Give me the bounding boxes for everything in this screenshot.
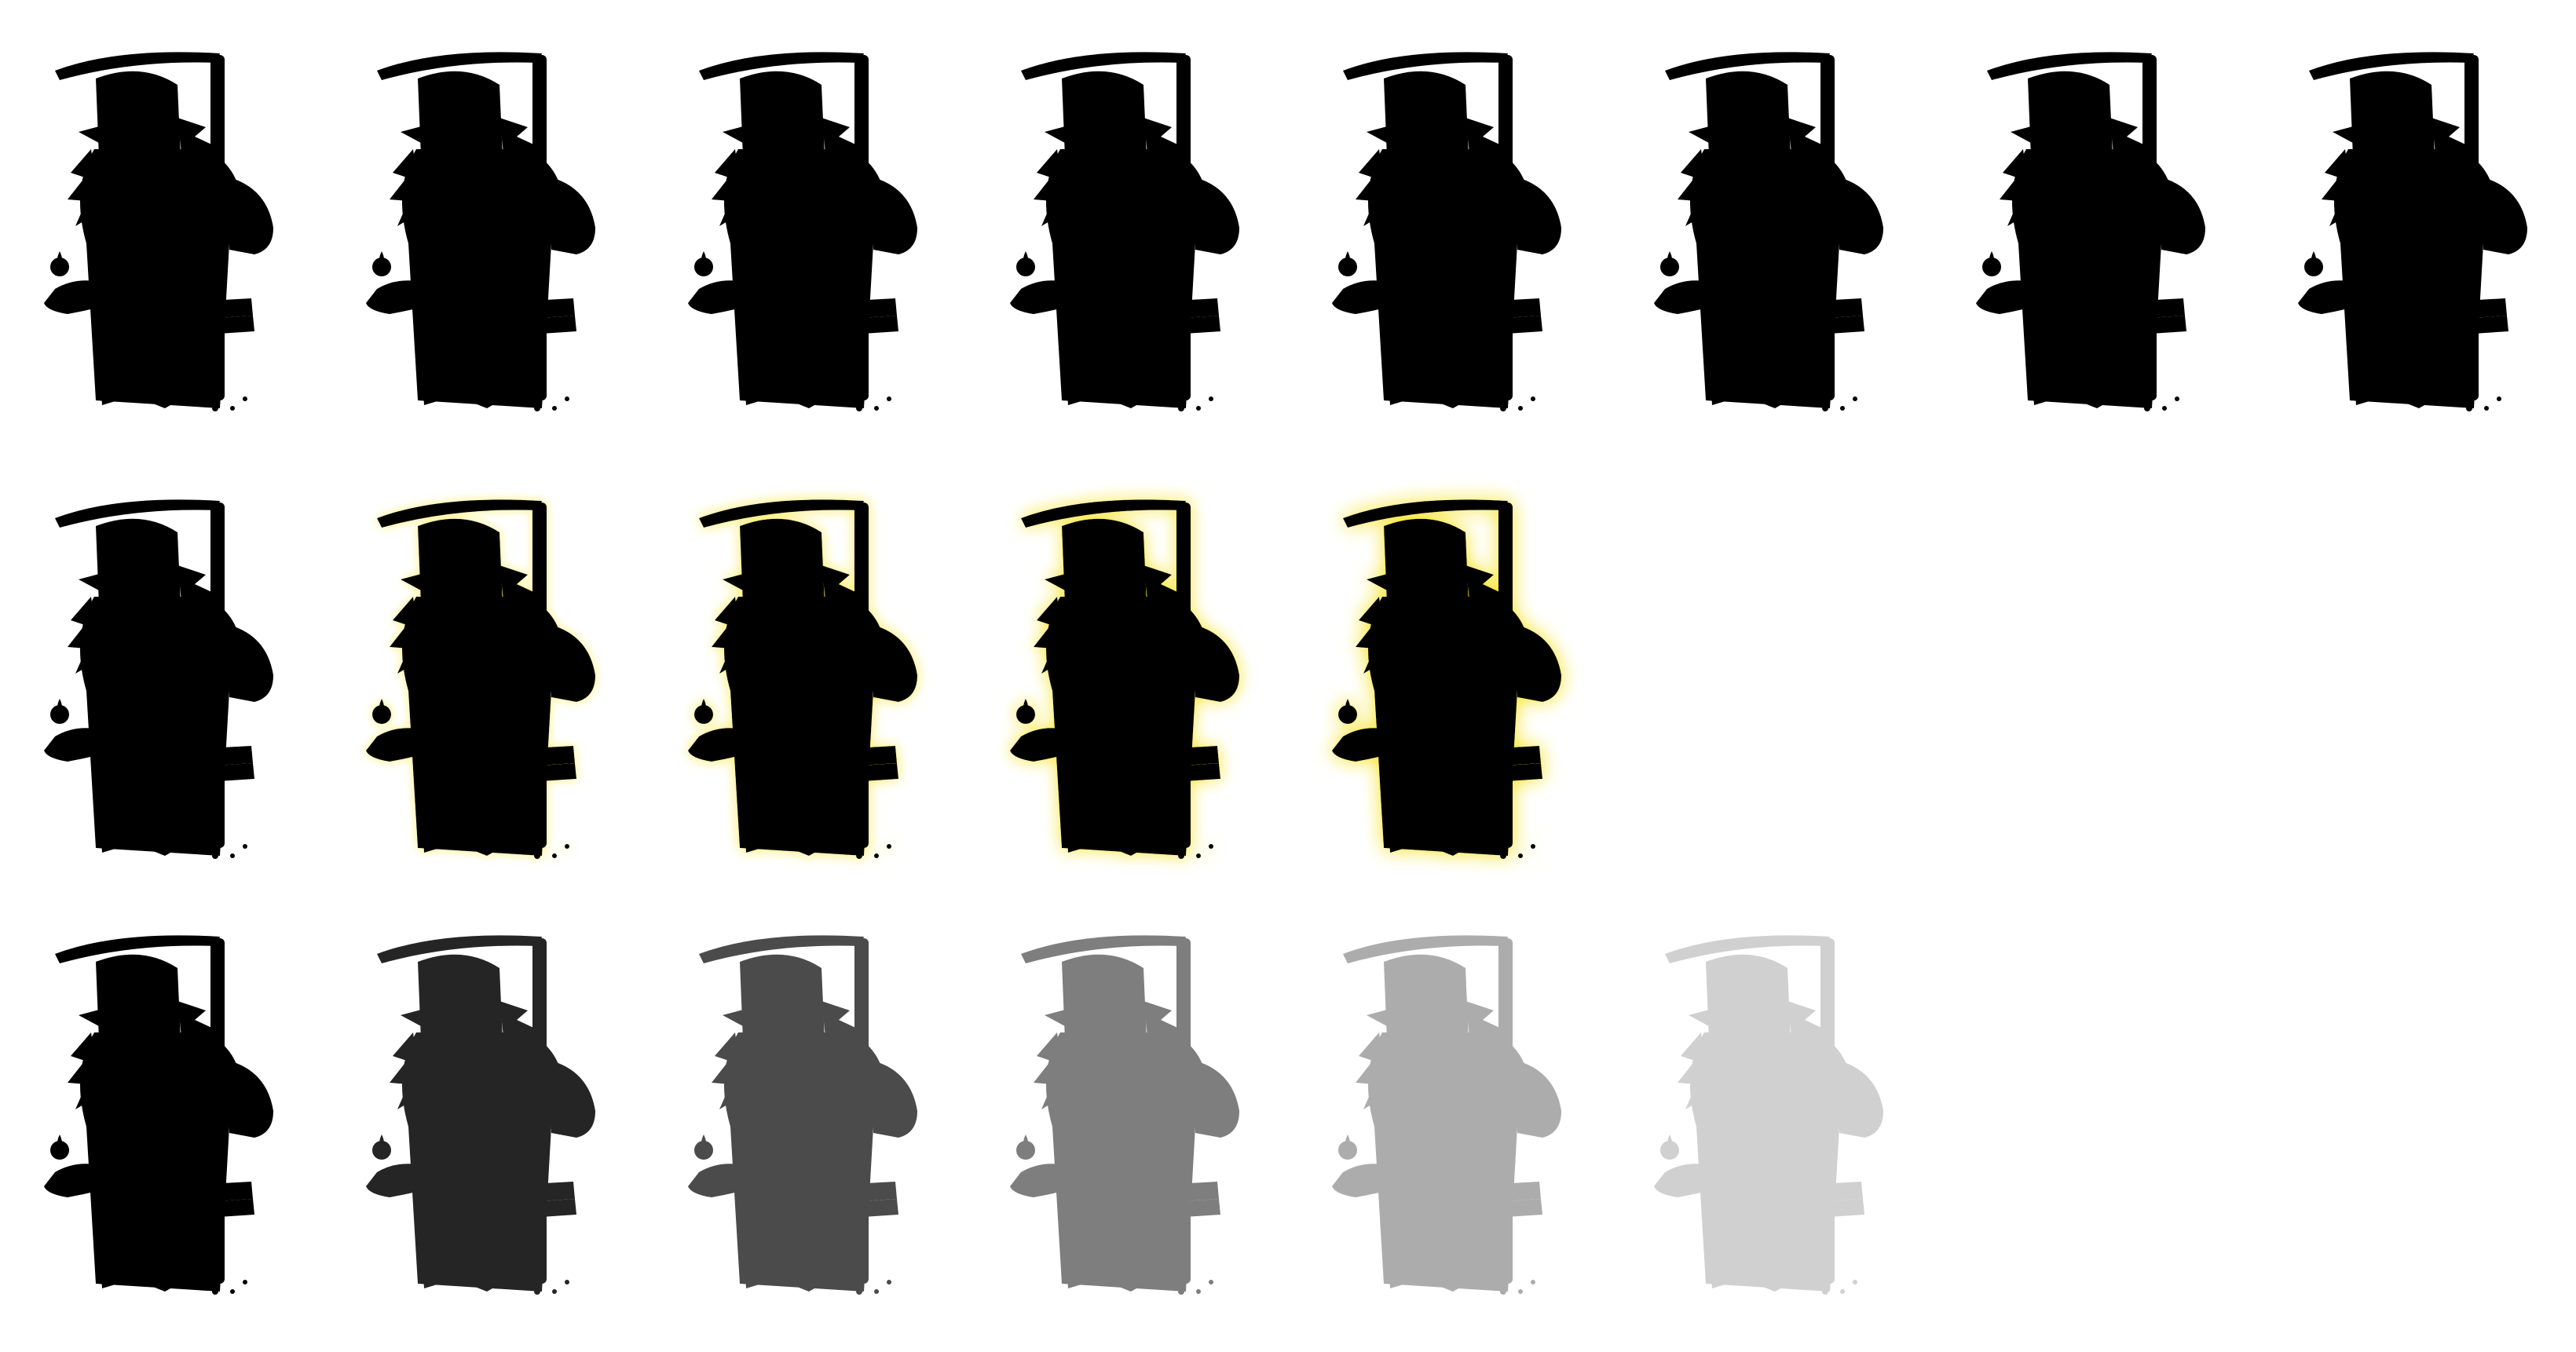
reaper-sprite: #c0_6 .p-blade{fill:rgb(220,218,214);} #… (1976, 52, 2205, 411)
reaper-sprite: #c0_7 .p-blade{fill:rgb(218,218,218);} #… (2298, 52, 2527, 411)
fade-row-frame-4: #c2_3 .p-blade{fill:#ededed;stroke:#3a3a… (990, 923, 1272, 1299)
desaturate-row-frame-6: #c0_5 .p-blade{fill:rgb(221,218,209);} #… (1634, 39, 1916, 416)
desaturate-row-frame-2: #c0_1 .p-blade{fill:rgb(230,217,189);} #… (346, 39, 628, 416)
reaper-sprite: #c1_3 .p-blade{fill:rgb(236,220,140);} #… (1010, 499, 1239, 859)
reaper-sprite: #c2_4 .p-blade{fill:#ededed;stroke:#3a3a… (1332, 935, 1561, 1295)
reaper-sprite: #c2_2 .p-blade{fill:#ededed;stroke:#3a3a… (688, 935, 917, 1295)
reaper-sprite: #c2_0 .p-blade{fill:#ededed;stroke:#3a3a… (44, 935, 273, 1295)
desaturate-row-frame-8: #c0_7 .p-blade{fill:rgb(218,218,218);} #… (2278, 39, 2560, 416)
glow-row-frame-5: #c1_4 .p-blade{fill:rgb(237,220,129);} #… (1312, 487, 1594, 864)
reaper-sprite: #c2_5 .p-blade{fill:#ededed;stroke:#3a3a… (1654, 935, 1883, 1295)
desaturate-row-frame-5: #c0_4 .p-blade{fill:rgb(224,218,204);} #… (1312, 39, 1594, 416)
desaturate-row-frame-4: #c0_3 .p-blade{fill:rgb(226,217,199);} #… (990, 39, 1272, 416)
fade-row-frame-1: #c2_0 .p-blade{fill:#ededed;stroke:#3a3a… (24, 923, 306, 1299)
reaper-sprite: #c0_4 .p-blade{fill:rgb(224,218,204);} #… (1332, 52, 1561, 411)
reaper-sprite: #c0_5 .p-blade{fill:rgb(221,218,209);} #… (1654, 52, 1883, 411)
fade-row-frame-5: #c2_4 .p-blade{fill:#ededed;stroke:#3a3a… (1312, 923, 1594, 1299)
glow-row-frame-4: #c1_3 .p-blade{fill:rgb(236,220,140);} #… (990, 487, 1272, 864)
desaturate-row-frame-3: #c0_2 .p-blade{fill:rgb(228,217,194);} #… (668, 39, 950, 416)
reaper-sprite: #c1_1 .p-blade{fill:rgb(233,218,170);} #… (366, 499, 595, 859)
reaper-sprite: #c0_1 .p-blade{fill:rgb(230,217,189);} #… (366, 52, 595, 411)
fade-row-frame-3: #c2_2 .p-blade{fill:#ededed;stroke:#3a3a… (668, 923, 950, 1299)
reaper-sprite: #c1_4 .p-blade{fill:rgb(237,220,129);} #… (1332, 499, 1561, 859)
desaturate-row-frame-1: #c0_0 .p-blade{fill:rgb(232,217,184);} #… (24, 39, 306, 416)
reaper-sprite: #c0_0 .p-blade{fill:rgb(232,217,184);} #… (44, 52, 273, 411)
glow-row-frame-2: #c1_1 .p-blade{fill:rgb(233,218,170);} #… (346, 487, 628, 864)
reaper-sprite: #c0_2 .p-blade{fill:rgb(228,217,194);} #… (688, 52, 917, 411)
fade-row-frame-2: #c2_1 .p-blade{fill:#ededed;stroke:#3a3a… (346, 923, 628, 1299)
fade-row-frame-6: #c2_5 .p-blade{fill:#ededed;stroke:#3a3a… (1634, 923, 1916, 1299)
reaper-sprite: #c2_1 .p-blade{fill:#ededed;stroke:#3a3a… (366, 935, 595, 1295)
glow-row-frame-3: #c1_2 .p-blade{fill:rgb(234,219,156);} #… (668, 487, 950, 864)
desaturate-row-frame-7: #c0_6 .p-blade{fill:rgb(220,218,214);} #… (1956, 39, 2238, 416)
reaper-sprite: #c1_0 .p-blade{fill:rgb(232,217,184);} #… (44, 499, 273, 859)
reaper-sprite: #c0_3 .p-blade{fill:rgb(226,217,199);} #… (1010, 52, 1239, 411)
glow-row-frame-1: #c1_0 .p-blade{fill:rgb(232,217,184);} #… (24, 487, 306, 864)
reaper-sprite: #c1_2 .p-blade{fill:rgb(234,219,156);} #… (688, 499, 917, 859)
reaper-sprite: #c2_3 .p-blade{fill:#ededed;stroke:#3a3a… (1010, 935, 1239, 1295)
